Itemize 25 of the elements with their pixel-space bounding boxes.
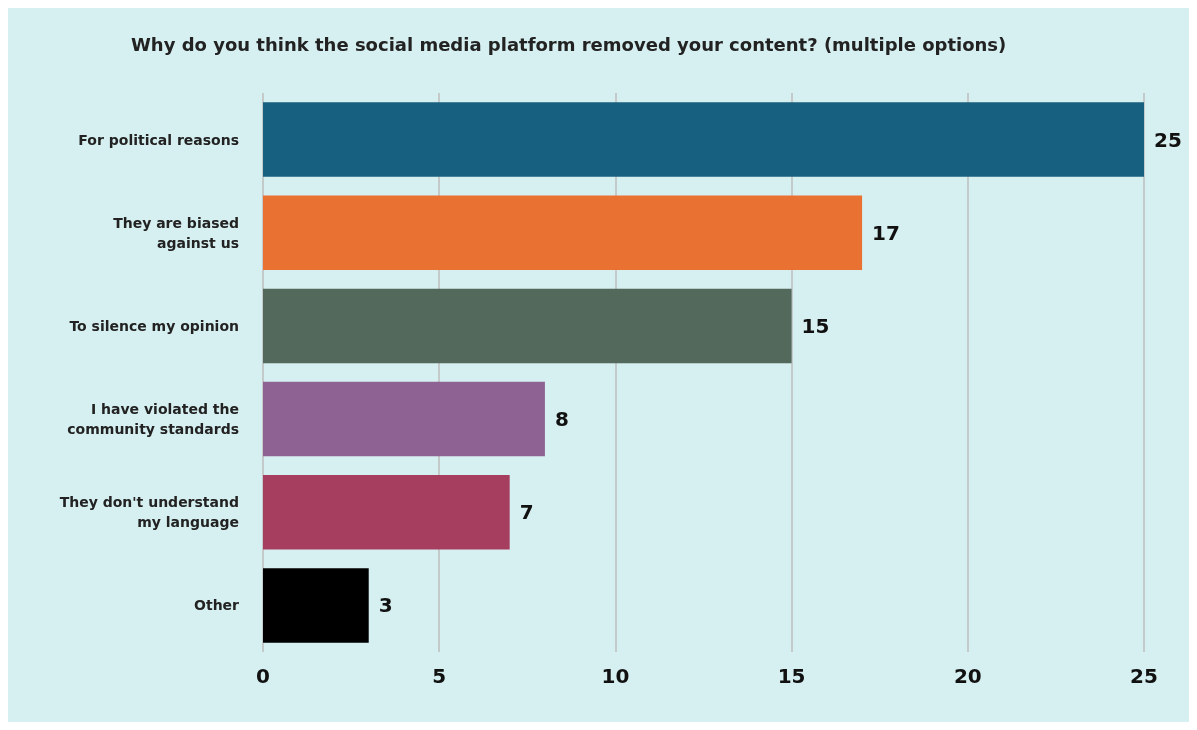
bar (263, 102, 1144, 177)
y-tick-label: They don't understand my language (59, 494, 239, 531)
chart-title: Why do you think the social media platform removed your content? (multiple options) (131, 33, 1007, 55)
y-tick-label: I have violated the community standards (67, 401, 239, 438)
bar (263, 288, 792, 364)
x-tick-label: 0 (256, 664, 270, 688)
data-label: 3 (378, 593, 393, 618)
data-label: 17 (872, 220, 900, 245)
bar (263, 474, 510, 550)
data-label: 8 (554, 407, 569, 432)
x-tick-label: 10 (601, 664, 630, 688)
x-tick-label: 15 (777, 664, 806, 688)
data-label: 7 (519, 500, 534, 525)
data-label: 15 (801, 313, 830, 338)
bar (263, 568, 369, 643)
y-tick-label: They are biased against us (113, 214, 239, 251)
y-tick-label: Other (194, 597, 240, 614)
bar (263, 381, 545, 457)
x-tick-label: 20 (953, 664, 982, 688)
y-tick-label: For political reasons (78, 131, 239, 148)
y-tick-label: To silence my opinion (69, 317, 239, 334)
x-tick-label: 5 (432, 664, 447, 688)
data-label: 25 (1154, 127, 1182, 152)
bar (263, 195, 863, 271)
x-tick-label: 25 (1130, 664, 1158, 688)
